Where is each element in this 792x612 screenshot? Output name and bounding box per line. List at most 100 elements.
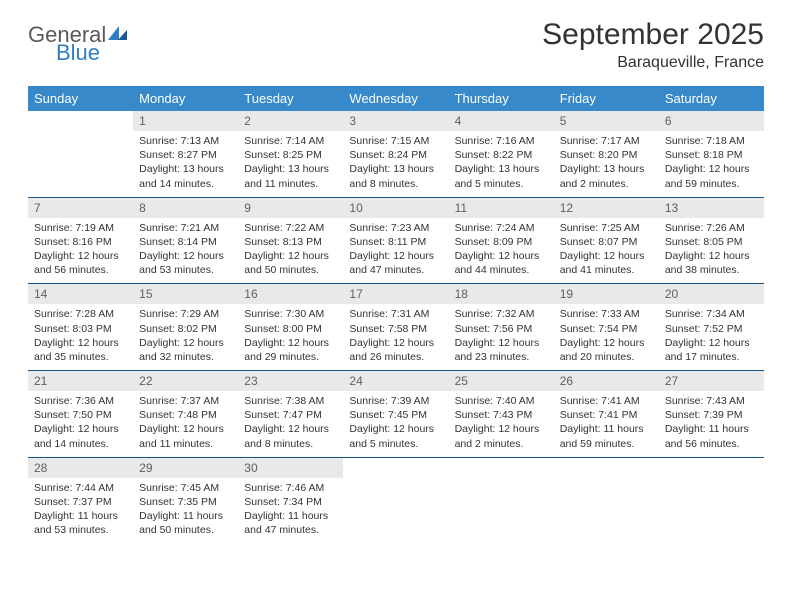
day-content: Sunrise: 7:18 AMSunset: 8:18 PMDaylight:… bbox=[659, 131, 764, 197]
sunrise-text: Sunrise: 7:38 AM bbox=[244, 394, 337, 408]
sunrise-text: Sunrise: 7:29 AM bbox=[139, 307, 232, 321]
sunrise-text: Sunrise: 7:43 AM bbox=[665, 394, 758, 408]
calendar-day-cell: 4Sunrise: 7:16 AMSunset: 8:22 PMDaylight… bbox=[449, 111, 554, 197]
daylight-text: Daylight: 12 hours and 59 minutes. bbox=[665, 162, 758, 190]
sunrise-text: Sunrise: 7:41 AM bbox=[560, 394, 653, 408]
sunset-text: Sunset: 8:03 PM bbox=[34, 322, 127, 336]
sunrise-text: Sunrise: 7:21 AM bbox=[139, 221, 232, 235]
sunset-text: Sunset: 8:13 PM bbox=[244, 235, 337, 249]
sunset-text: Sunset: 7:43 PM bbox=[455, 408, 548, 422]
day-number: 20 bbox=[659, 284, 764, 304]
weekday-header: Monday bbox=[133, 86, 238, 111]
sunrise-text: Sunrise: 7:13 AM bbox=[139, 134, 232, 148]
logo-triangle-icon bbox=[108, 26, 130, 44]
day-number: 25 bbox=[449, 371, 554, 391]
weekday-header: Thursday bbox=[449, 86, 554, 111]
sunset-text: Sunset: 8:07 PM bbox=[560, 235, 653, 249]
day-content: Sunrise: 7:14 AMSunset: 8:25 PMDaylight:… bbox=[238, 131, 343, 197]
calendar-day-cell: 25Sunrise: 7:40 AMSunset: 7:43 PMDayligh… bbox=[449, 371, 554, 458]
day-content: Sunrise: 7:38 AMSunset: 7:47 PMDaylight:… bbox=[238, 391, 343, 457]
day-content: Sunrise: 7:16 AMSunset: 8:22 PMDaylight:… bbox=[449, 131, 554, 197]
calendar-day-cell: 23Sunrise: 7:38 AMSunset: 7:47 PMDayligh… bbox=[238, 371, 343, 458]
calendar-day-cell: 6Sunrise: 7:18 AMSunset: 8:18 PMDaylight… bbox=[659, 111, 764, 197]
sunset-text: Sunset: 7:50 PM bbox=[34, 408, 127, 422]
sunset-text: Sunset: 7:58 PM bbox=[349, 322, 442, 336]
calendar-day-cell: 26Sunrise: 7:41 AMSunset: 7:41 PMDayligh… bbox=[554, 371, 659, 458]
day-content: Sunrise: 7:37 AMSunset: 7:48 PMDaylight:… bbox=[133, 391, 238, 457]
weekday-header: Saturday bbox=[659, 86, 764, 111]
sunset-text: Sunset: 7:52 PM bbox=[665, 322, 758, 336]
sunrise-text: Sunrise: 7:45 AM bbox=[139, 481, 232, 495]
sunset-text: Sunset: 7:47 PM bbox=[244, 408, 337, 422]
sunset-text: Sunset: 8:22 PM bbox=[455, 148, 548, 162]
sunrise-text: Sunrise: 7:31 AM bbox=[349, 307, 442, 321]
sunrise-text: Sunrise: 7:18 AM bbox=[665, 134, 758, 148]
day-content: Sunrise: 7:46 AMSunset: 7:34 PMDaylight:… bbox=[238, 478, 343, 544]
daylight-text: Daylight: 11 hours and 50 minutes. bbox=[139, 509, 232, 537]
sunset-text: Sunset: 7:37 PM bbox=[34, 495, 127, 509]
calendar-day-cell: 10Sunrise: 7:23 AMSunset: 8:11 PMDayligh… bbox=[343, 197, 448, 284]
day-content: Sunrise: 7:43 AMSunset: 7:39 PMDaylight:… bbox=[659, 391, 764, 457]
day-content: Sunrise: 7:32 AMSunset: 7:56 PMDaylight:… bbox=[449, 304, 554, 370]
day-content: Sunrise: 7:19 AMSunset: 8:16 PMDaylight:… bbox=[28, 218, 133, 284]
month-title: September 2025 bbox=[542, 18, 764, 52]
day-content: Sunrise: 7:31 AMSunset: 7:58 PMDaylight:… bbox=[343, 304, 448, 370]
sunrise-text: Sunrise: 7:22 AM bbox=[244, 221, 337, 235]
calendar-header-row: SundayMondayTuesdayWednesdayThursdayFrid… bbox=[28, 86, 764, 111]
sunset-text: Sunset: 7:39 PM bbox=[665, 408, 758, 422]
calendar-day-cell: 21Sunrise: 7:36 AMSunset: 7:50 PMDayligh… bbox=[28, 371, 133, 458]
day-number: 21 bbox=[28, 371, 133, 391]
daylight-text: Daylight: 12 hours and 35 minutes. bbox=[34, 336, 127, 364]
calendar-day-cell: 5Sunrise: 7:17 AMSunset: 8:20 PMDaylight… bbox=[554, 111, 659, 197]
daylight-text: Daylight: 13 hours and 11 minutes. bbox=[244, 162, 337, 190]
day-content: Sunrise: 7:29 AMSunset: 8:02 PMDaylight:… bbox=[133, 304, 238, 370]
title-block: September 2025 Baraqueville, France bbox=[542, 18, 764, 72]
sunset-text: Sunset: 7:41 PM bbox=[560, 408, 653, 422]
day-number: 16 bbox=[238, 284, 343, 304]
day-content: Sunrise: 7:41 AMSunset: 7:41 PMDaylight:… bbox=[554, 391, 659, 457]
daylight-text: Daylight: 12 hours and 20 minutes. bbox=[560, 336, 653, 364]
daylight-text: Daylight: 12 hours and 29 minutes. bbox=[244, 336, 337, 364]
sunrise-text: Sunrise: 7:19 AM bbox=[34, 221, 127, 235]
sunset-text: Sunset: 8:16 PM bbox=[34, 235, 127, 249]
day-number: 13 bbox=[659, 198, 764, 218]
day-number: 15 bbox=[133, 284, 238, 304]
calendar-day-cell: 28Sunrise: 7:44 AMSunset: 7:37 PMDayligh… bbox=[28, 457, 133, 543]
day-content: Sunrise: 7:26 AMSunset: 8:05 PMDaylight:… bbox=[659, 218, 764, 284]
day-number: 27 bbox=[659, 371, 764, 391]
day-content: Sunrise: 7:17 AMSunset: 8:20 PMDaylight:… bbox=[554, 131, 659, 197]
day-number: 8 bbox=[133, 198, 238, 218]
daylight-text: Daylight: 13 hours and 5 minutes. bbox=[455, 162, 548, 190]
daylight-text: Daylight: 12 hours and 2 minutes. bbox=[455, 422, 548, 450]
daylight-text: Daylight: 12 hours and 47 minutes. bbox=[349, 249, 442, 277]
weekday-header: Friday bbox=[554, 86, 659, 111]
daylight-text: Daylight: 12 hours and 5 minutes. bbox=[349, 422, 442, 450]
calendar-day-cell: 17Sunrise: 7:31 AMSunset: 7:58 PMDayligh… bbox=[343, 284, 448, 371]
sunrise-text: Sunrise: 7:46 AM bbox=[244, 481, 337, 495]
daylight-text: Daylight: 13 hours and 14 minutes. bbox=[139, 162, 232, 190]
day-content: Sunrise: 7:44 AMSunset: 7:37 PMDaylight:… bbox=[28, 478, 133, 544]
calendar-week-row: 28Sunrise: 7:44 AMSunset: 7:37 PMDayligh… bbox=[28, 457, 764, 543]
day-content: Sunrise: 7:39 AMSunset: 7:45 PMDaylight:… bbox=[343, 391, 448, 457]
calendar-week-row: 21Sunrise: 7:36 AMSunset: 7:50 PMDayligh… bbox=[28, 371, 764, 458]
calendar-day-cell: 20Sunrise: 7:34 AMSunset: 7:52 PMDayligh… bbox=[659, 284, 764, 371]
day-content: Sunrise: 7:33 AMSunset: 7:54 PMDaylight:… bbox=[554, 304, 659, 370]
sunrise-text: Sunrise: 7:44 AM bbox=[34, 481, 127, 495]
daylight-text: Daylight: 11 hours and 56 minutes. bbox=[665, 422, 758, 450]
calendar-week-row: 7Sunrise: 7:19 AMSunset: 8:16 PMDaylight… bbox=[28, 197, 764, 284]
daylight-text: Daylight: 12 hours and 41 minutes. bbox=[560, 249, 653, 277]
calendar-week-row: 1Sunrise: 7:13 AMSunset: 8:27 PMDaylight… bbox=[28, 111, 764, 197]
day-number: 2 bbox=[238, 111, 343, 131]
sunset-text: Sunset: 8:09 PM bbox=[455, 235, 548, 249]
calendar-day-cell: 18Sunrise: 7:32 AMSunset: 7:56 PMDayligh… bbox=[449, 284, 554, 371]
day-number: 3 bbox=[343, 111, 448, 131]
sunset-text: Sunset: 7:54 PM bbox=[560, 322, 653, 336]
day-number: 23 bbox=[238, 371, 343, 391]
calendar-day-cell: 9Sunrise: 7:22 AMSunset: 8:13 PMDaylight… bbox=[238, 197, 343, 284]
weekday-header: Wednesday bbox=[343, 86, 448, 111]
day-content: Sunrise: 7:25 AMSunset: 8:07 PMDaylight:… bbox=[554, 218, 659, 284]
sunrise-text: Sunrise: 7:15 AM bbox=[349, 134, 442, 148]
calendar-day-cell: 22Sunrise: 7:37 AMSunset: 7:48 PMDayligh… bbox=[133, 371, 238, 458]
daylight-text: Daylight: 12 hours and 26 minutes. bbox=[349, 336, 442, 364]
daylight-text: Daylight: 13 hours and 8 minutes. bbox=[349, 162, 442, 190]
